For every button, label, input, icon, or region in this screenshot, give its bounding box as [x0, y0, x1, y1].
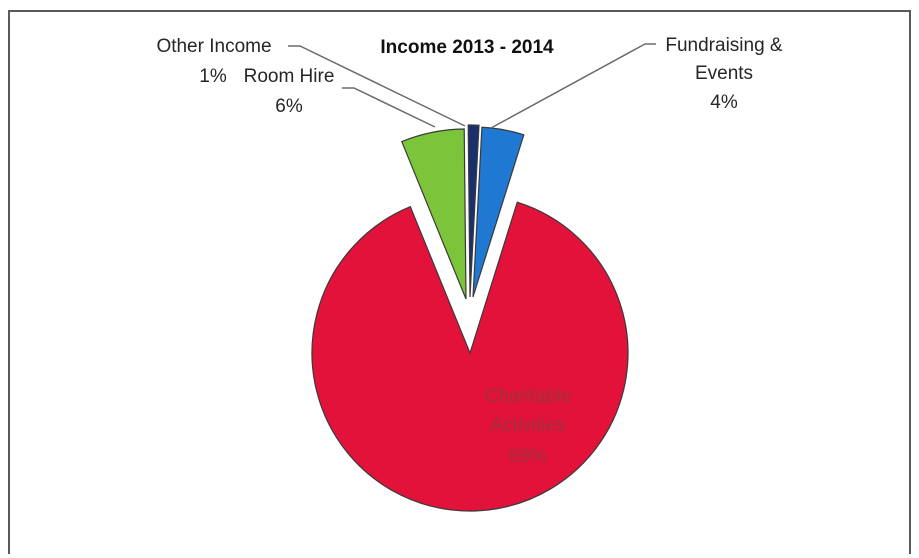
leader-line-other-income [288, 45, 466, 127]
pie-slice-charitable-activities [311, 201, 629, 512]
pie-slice-fundraising-events [472, 126, 525, 298]
data-label-charitable-name: Charitable [485, 386, 572, 407]
leader-line-fundraising [490, 43, 656, 129]
data-label-fundraising-name: Fundraising & [665, 35, 783, 56]
leader-line-room-hire [342, 87, 436, 128]
data-label-charitable-pct: 89% [509, 446, 547, 467]
data-label-other-income-name: Other Income [156, 36, 271, 57]
chart-title: Income 2013 - 2014 [380, 37, 554, 58]
data-label-fundraising-name2: Events [695, 63, 753, 84]
pie-slice-room-hire [400, 128, 467, 300]
data-label-room-hire-name: Room Hire [244, 66, 335, 87]
leader-lines [288, 43, 656, 129]
data-label-charitable-name2: Activities [491, 415, 566, 436]
pie-slices [311, 124, 629, 512]
pie-slice-other-income [467, 124, 480, 298]
data-label-other-income-pct: 1% [199, 66, 227, 87]
data-label-room-hire-pct: 6% [275, 96, 303, 117]
data-label-fundraising-pct: 4% [710, 92, 738, 113]
